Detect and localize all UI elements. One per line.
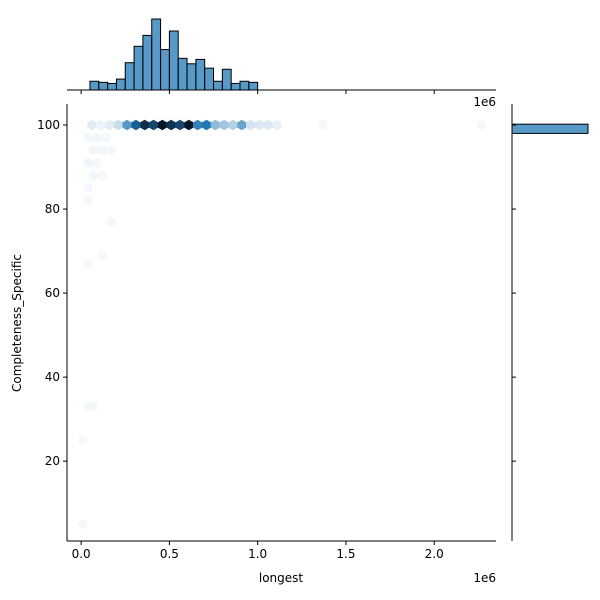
- right-histogram-bar: [511, 123, 589, 134]
- hexbin-cell: [83, 132, 93, 143]
- y-axis-label: Completeness_Specific: [10, 254, 24, 392]
- top-histogram-bar: [98, 81, 109, 91]
- top-histogram-bar: [186, 63, 197, 91]
- hexbin-cell: [149, 119, 159, 131]
- hexbin-cell: [157, 119, 167, 131]
- top-histogram-bar: [160, 49, 170, 91]
- hexbin-cell: [97, 250, 107, 261]
- hexbin-cell: [106, 145, 116, 156]
- top-histogram-bar: [221, 68, 232, 91]
- x-axis-offset-label: 1e6: [473, 571, 496, 585]
- hexbin-cell: [246, 119, 256, 131]
- hexbin-cell: [184, 119, 194, 131]
- hexbin-cell: [254, 119, 264, 131]
- y-tick-label: 40: [45, 370, 60, 384]
- top-histogram-bar: [213, 80, 223, 91]
- top-histogram-bar: [133, 45, 144, 91]
- y-tick-label: 100: [37, 118, 60, 132]
- y-tick-label: 80: [45, 202, 60, 216]
- hexbin-cell: [210, 119, 220, 131]
- hexbin-cell: [83, 157, 93, 169]
- hexbin-cell: [263, 119, 273, 131]
- hexbin-cell: [78, 434, 88, 446]
- hexbin-cell: [166, 119, 176, 131]
- hexbin-cell: [83, 258, 93, 269]
- hexbin-cell: [88, 170, 98, 181]
- hexbin-cell: [106, 216, 116, 227]
- hexbin-cell: [272, 119, 282, 131]
- hexbin-cell: [140, 119, 150, 131]
- x-tick-label: 0.5: [160, 547, 179, 561]
- top-histogram-bar: [204, 67, 215, 91]
- hexbin-cell: [97, 145, 107, 156]
- hexbin-cell: [78, 518, 88, 530]
- hexbin-cell: [131, 119, 141, 131]
- top-histogram-bar: [124, 62, 135, 91]
- hexbin-cell: [122, 119, 132, 131]
- hexbin-cell: [219, 119, 229, 131]
- x-tick-label: 2.0: [425, 547, 444, 561]
- x-tick-label: 0.0: [72, 547, 91, 561]
- top-histogram-bar: [107, 82, 117, 91]
- hexbin-cell: [83, 195, 93, 206]
- hexbin-cell: [237, 119, 247, 131]
- hexbin-cell: [318, 119, 328, 131]
- y-tick-label: 60: [45, 286, 60, 300]
- top-histogram-bar: [142, 34, 153, 91]
- hexbin-cell: [193, 119, 203, 131]
- hexbin-layer: [78, 119, 487, 530]
- x-axis-label: longest: [259, 571, 304, 585]
- top-histogram-bar: [239, 80, 250, 91]
- top-histogram-bar: [168, 30, 179, 91]
- hexbin-cell: [104, 119, 114, 131]
- top-hist-offset-label: 1e6: [473, 95, 496, 109]
- hexbin-cell: [88, 401, 98, 412]
- axes-layer: 0.0 0.5 1.0 1.5 2.0 20 40 60 80 100: [37, 89, 516, 561]
- hexbin-cell: [83, 182, 93, 194]
- hexbin-cell: [113, 119, 123, 131]
- y-tick-label: 20: [45, 454, 60, 468]
- top-histogram-bar: [230, 82, 241, 91]
- hexbin-cell: [92, 157, 102, 169]
- hexbin-cell: [92, 132, 102, 143]
- hexbin-cell: [175, 119, 185, 131]
- top-histogram-bar: [89, 80, 100, 91]
- top-histogram-bar: [195, 58, 206, 91]
- top-histogram-bar: [177, 57, 188, 91]
- hexbin-cell: [96, 119, 106, 131]
- top-histogram-bar: [115, 78, 126, 91]
- hexbin-cell: [228, 119, 238, 131]
- top-histogram-bar: [151, 18, 162, 91]
- hexbin-cell: [88, 145, 98, 156]
- x-tick-label: 1.0: [248, 547, 267, 561]
- hexbin-cell: [201, 119, 211, 131]
- hexbin-cell: [97, 170, 107, 181]
- hexbin-cell: [101, 132, 111, 143]
- right-marginal-histogram: [511, 123, 589, 134]
- x-tick-label: 1.5: [336, 547, 355, 561]
- hexbin-cell: [477, 119, 487, 131]
- top-histogram-bar: [248, 81, 259, 91]
- hexbin-cell: [87, 119, 97, 131]
- top-marginal-histogram: [89, 18, 259, 91]
